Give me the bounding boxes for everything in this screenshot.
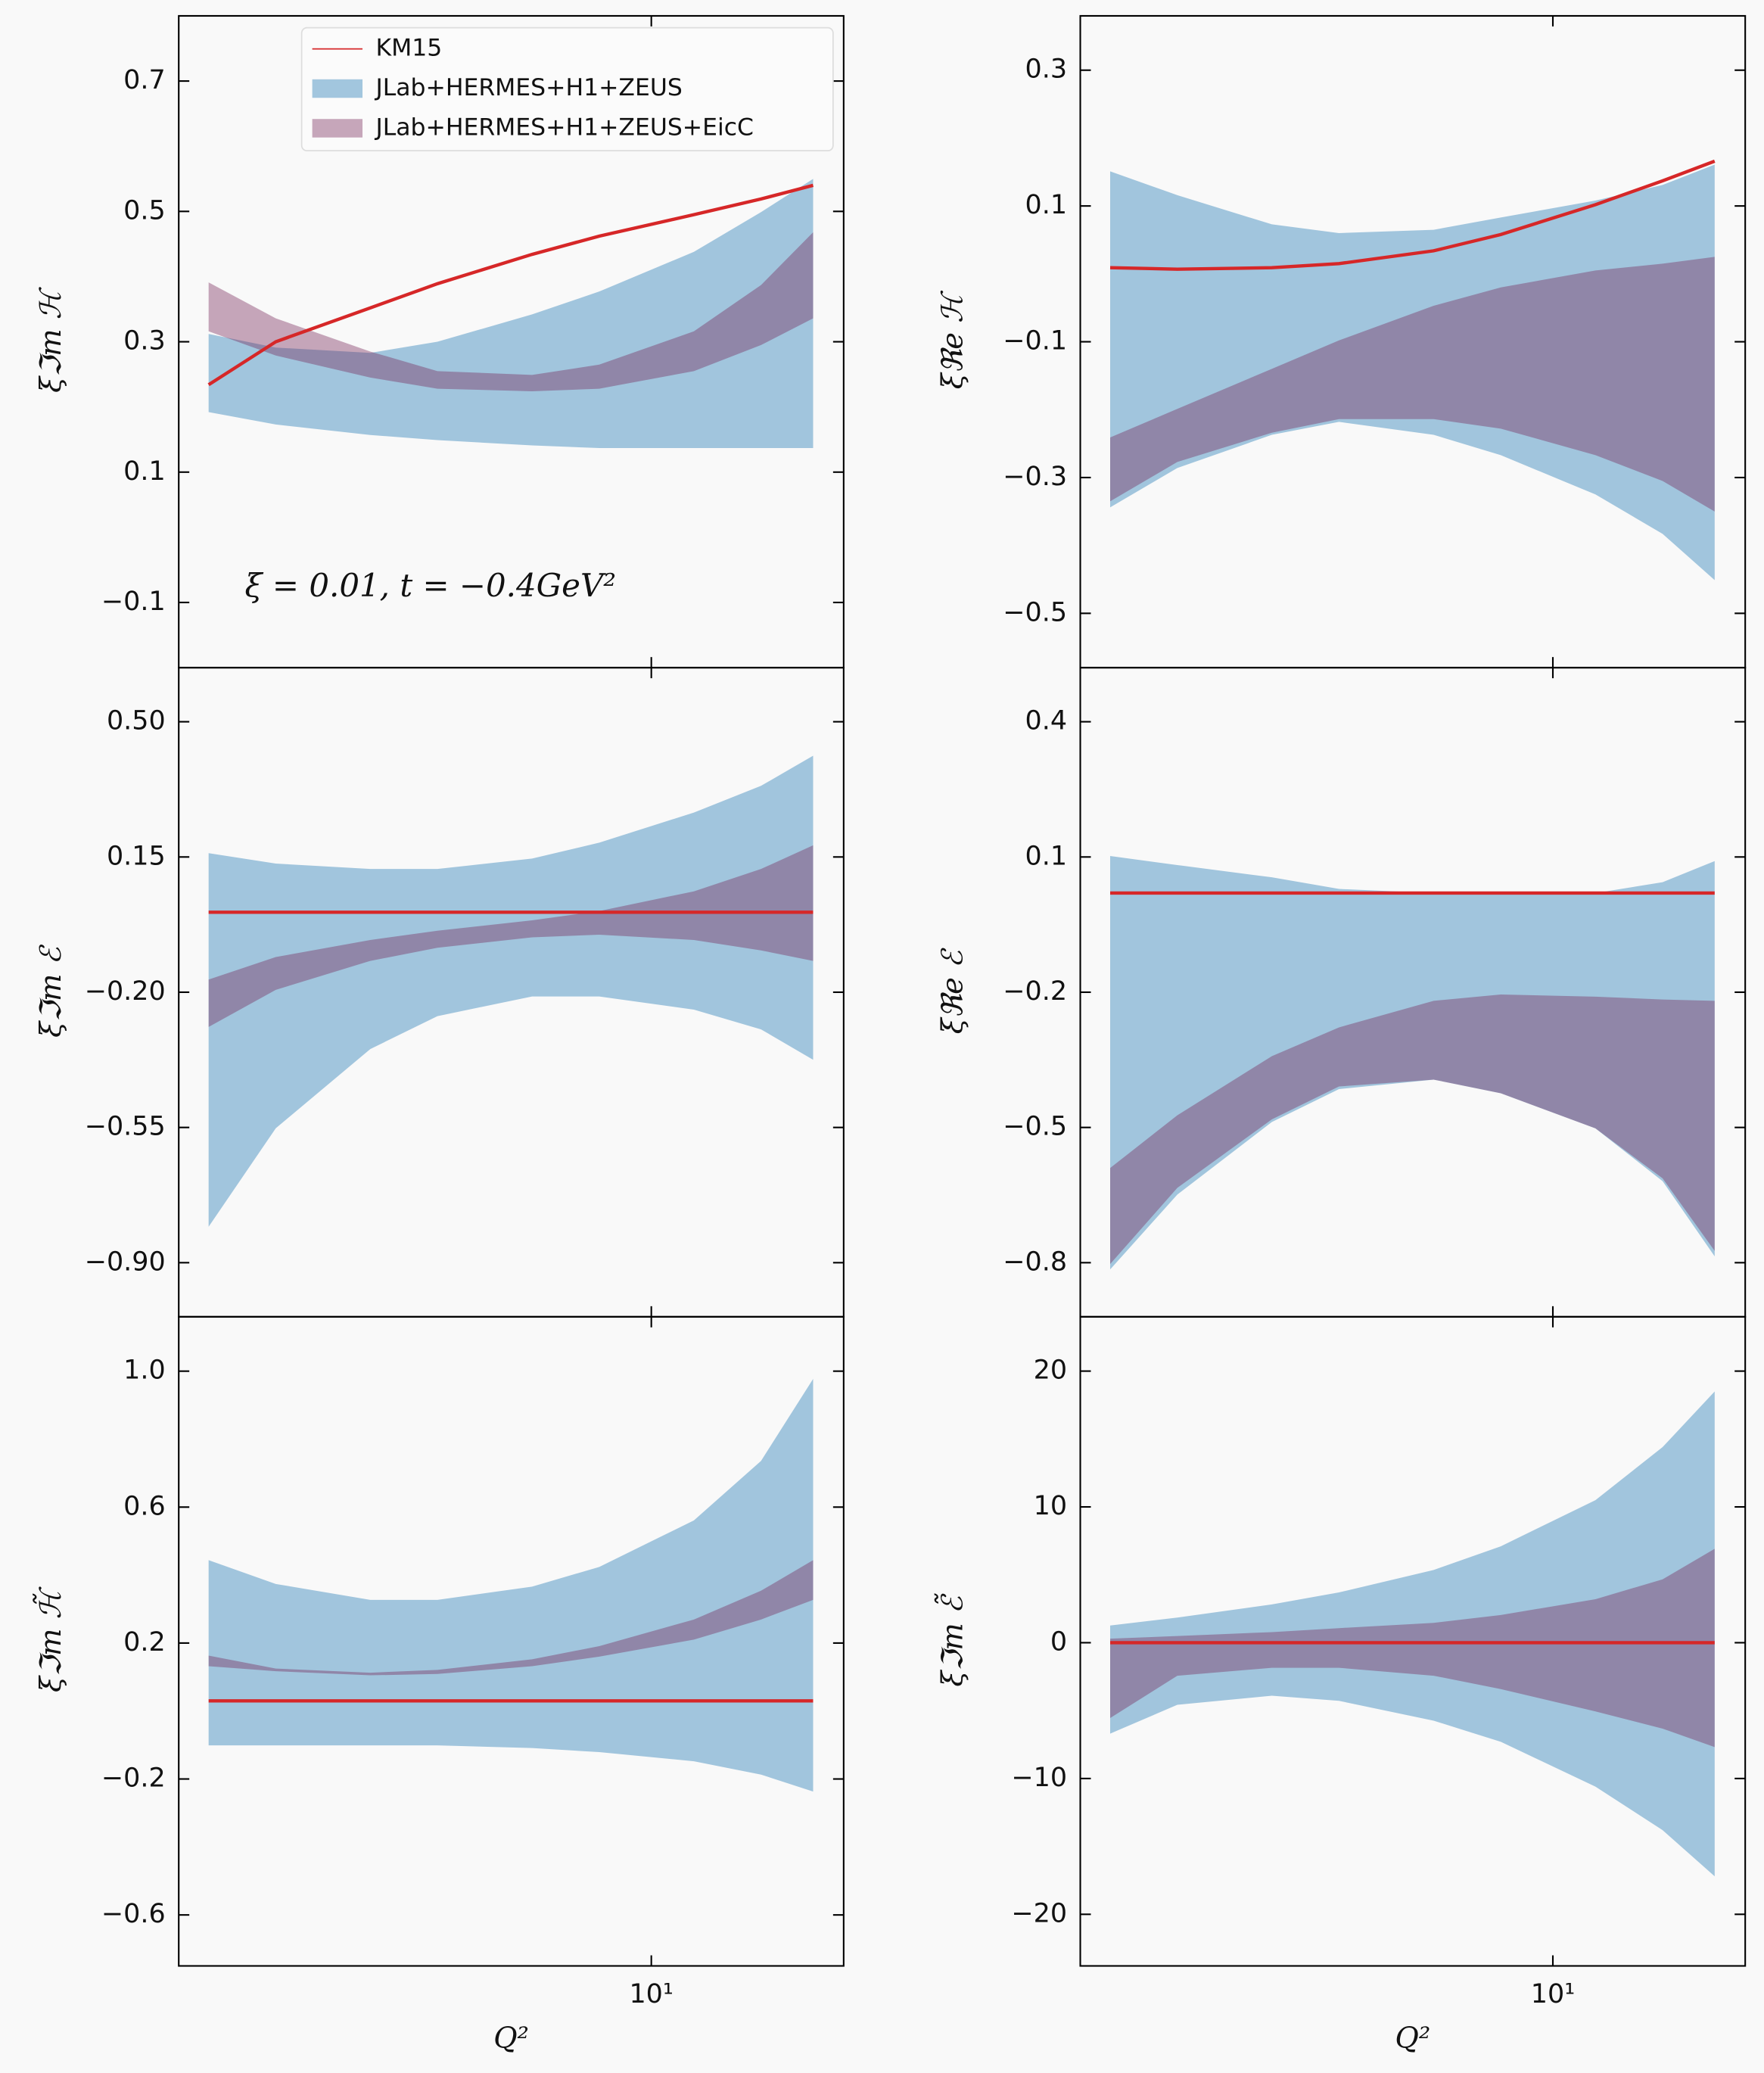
km15-line [1109, 159, 1716, 271]
y-tick-label: 0.6 [123, 1491, 166, 1521]
uncertainty-band [208, 179, 814, 448]
y-tick-label: −0.5 [1003, 597, 1067, 627]
legend-swatch [312, 79, 363, 98]
y-tick-label: −0.2 [1003, 976, 1067, 1007]
x-tick-label: 10¹ [1531, 1979, 1575, 2009]
y-tick-label: −0.5 [1003, 1112, 1067, 1142]
uncertainty-band [208, 1378, 814, 1792]
legend-label: KM15 [375, 35, 442, 62]
uncertainty-band [1109, 856, 1715, 1270]
y-tick-label: −0.2 [101, 1763, 166, 1794]
uncertainty-band [208, 845, 814, 1027]
y-tick-label: −0.1 [101, 587, 166, 617]
uncertainty-band [1109, 1549, 1715, 1748]
annotation: ξ = 0.01, t = −0.4GeV² [245, 567, 616, 604]
y-tick-label: −0.3 [1003, 462, 1067, 492]
uncertainty-band [208, 755, 814, 1227]
y-tick-label: 20 [1034, 1356, 1067, 1386]
y-tick-label: 0.4 [1025, 706, 1068, 736]
x-tick-label: 10¹ [629, 1979, 673, 2009]
uncertainty-band [1109, 1391, 1715, 1877]
y-tick-label: 0.1 [1025, 841, 1068, 871]
y-tick-label: 0 [1050, 1626, 1067, 1657]
y-tick-label: 0.50 [107, 706, 166, 736]
y-tick-label: 0.1 [123, 456, 166, 487]
y-tick-label: −0.6 [101, 1899, 166, 1929]
y-axis-label: ξℑm ℰ [34, 944, 68, 1038]
y-tick-label: 0.5 [123, 195, 166, 226]
legend-swatch [312, 119, 363, 138]
y-tick-label: −20 [1011, 1898, 1067, 1928]
x-axis-label: Q² [1395, 2021, 1430, 2055]
x-axis-label: Q² [493, 2021, 529, 2055]
y-axis-label: ξℑm ℋ̃ [33, 1586, 68, 1692]
y-tick-label: 0.15 [107, 841, 166, 871]
axes-frame [178, 1315, 845, 1967]
y-tick-label: 1.0 [123, 1356, 166, 1386]
uncertainty-band [1109, 257, 1715, 512]
y-axis-label: ξℑm ℋ [34, 286, 68, 393]
y-tick-label: −0.8 [1003, 1247, 1067, 1277]
y-tick-label: −0.55 [85, 1112, 166, 1142]
y-tick-label: −0.1 [1003, 326, 1067, 356]
y-axis-label: ξℜe ℰ [936, 948, 970, 1034]
y-tick-label: −10 [1011, 1763, 1067, 1793]
y-tick-label: 0.2 [123, 1627, 166, 1657]
y-tick-label: 0.7 [123, 65, 166, 95]
km15-line [207, 183, 814, 387]
y-tick-label: 10 [1034, 1491, 1067, 1521]
legend-label: JLab+HERMES+H1+ZEUS+EicC [374, 114, 754, 141]
y-axis-label: ξℜe ℋ [936, 290, 970, 389]
uncertainty-band [1109, 994, 1715, 1265]
y-tick-label: 0.3 [123, 326, 166, 356]
y-tick-label: −0.20 [85, 976, 166, 1007]
y-tick-label: 0.3 [1025, 54, 1068, 85]
uncertainty-band [208, 232, 814, 392]
axes-frame [1079, 1315, 1747, 1967]
y-tick-label: −0.90 [85, 1247, 166, 1277]
y-axis-label: ξℑm ℰ̃ [935, 1592, 970, 1686]
y-tick-label: 0.1 [1025, 190, 1068, 220]
legend-label: JLab+HERMES+H1+ZEUS [374, 74, 682, 101]
legend-box [300, 26, 834, 152]
